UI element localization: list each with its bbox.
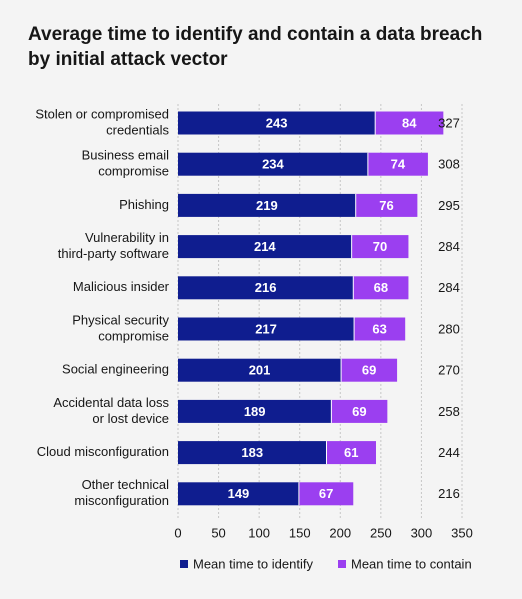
category-label: Cloud misconfiguration — [37, 444, 169, 459]
bar-contain — [298, 482, 354, 506]
legend-swatch-identify — [180, 560, 188, 568]
data-label-contain: 61 — [344, 445, 358, 460]
total-label: 280 — [438, 321, 460, 336]
data-label-identify: 217 — [255, 321, 277, 336]
category-label: Other technical — [82, 477, 170, 492]
data-label-contain: 76 — [379, 198, 393, 213]
total-label: 258 — [438, 404, 460, 419]
data-label-identify: 214 — [254, 239, 276, 254]
bar-contain — [354, 317, 406, 341]
data-label-identify: 149 — [228, 486, 250, 501]
data-label-contain: 63 — [372, 321, 386, 336]
total-label: 216 — [438, 486, 460, 501]
data-label-identify: 189 — [244, 404, 266, 419]
bar-contain — [353, 276, 409, 300]
bar-identify — [178, 235, 352, 259]
data-label-identify: 201 — [249, 363, 271, 378]
bar-identify — [178, 276, 354, 300]
legend-label-identify: Mean time to identify — [193, 556, 313, 571]
total-label: 270 — [438, 363, 460, 378]
bar-contain — [375, 111, 444, 135]
data-label-identify: 219 — [256, 198, 278, 213]
x-tick-label: 200 — [329, 525, 351, 540]
x-tick-label: 0 — [174, 525, 181, 540]
bar-identify — [178, 482, 299, 506]
data-label-identify: 234 — [262, 157, 284, 172]
total-label: 295 — [438, 198, 460, 213]
x-tick-label: 150 — [289, 525, 311, 540]
x-tick-label: 250 — [370, 525, 392, 540]
category-label: Physical security — [72, 312, 169, 327]
data-label-contain: 67 — [319, 486, 333, 501]
category-label: Phishing — [119, 197, 169, 212]
data-label-contain: 68 — [374, 280, 388, 295]
data-label-contain: 74 — [391, 157, 406, 172]
category-label: Social engineering — [62, 362, 169, 377]
category-label: misconfiguration — [74, 493, 169, 508]
total-label: 308 — [438, 157, 460, 172]
total-label: 284 — [438, 239, 460, 254]
category-label: third-party software — [58, 246, 169, 261]
bar-identify — [178, 193, 356, 217]
x-tick-label: 300 — [411, 525, 433, 540]
bar-identify — [178, 358, 342, 382]
bar-contain — [351, 235, 409, 259]
total-label: 244 — [438, 445, 460, 460]
bar-contain — [355, 193, 418, 217]
category-label: compromise — [98, 164, 169, 179]
legend-swatch-contain — [338, 560, 346, 568]
data-label-identify: 183 — [241, 445, 263, 460]
total-label: 327 — [438, 115, 460, 130]
total-label: 284 — [438, 280, 460, 295]
category-label: Business email — [82, 148, 170, 163]
data-label-contain: 84 — [402, 115, 417, 130]
x-tick-label: 350 — [451, 525, 473, 540]
bar-contain — [331, 399, 388, 423]
category-label: Vulnerability in — [85, 230, 169, 245]
bar-identify — [178, 111, 376, 135]
bar-contain — [326, 441, 376, 465]
category-label: compromise — [98, 328, 169, 343]
bar-identify — [178, 399, 332, 423]
data-label-identify: 216 — [255, 280, 277, 295]
category-label: credentials — [106, 122, 169, 137]
bar-identify — [178, 441, 327, 465]
category-label: Malicious insider — [73, 279, 170, 294]
bar-contain — [367, 152, 428, 176]
data-label-contain: 69 — [362, 363, 376, 378]
category-label: Accidental data loss — [53, 395, 169, 410]
data-label-contain: 70 — [373, 239, 387, 254]
x-tick-label: 50 — [211, 525, 225, 540]
legend-label-contain: Mean time to contain — [351, 556, 472, 571]
chart-title: Average time to identify and contain a d… — [28, 24, 483, 70]
data-label-identify: 243 — [266, 115, 288, 130]
category-label: or lost device — [92, 411, 169, 426]
data-label-contain: 69 — [352, 404, 366, 419]
bar-identify — [178, 152, 368, 176]
bar-identify — [178, 317, 355, 341]
x-tick-label: 100 — [248, 525, 270, 540]
bar-contain — [341, 358, 398, 382]
category-label: Stolen or compromised — [35, 106, 169, 121]
